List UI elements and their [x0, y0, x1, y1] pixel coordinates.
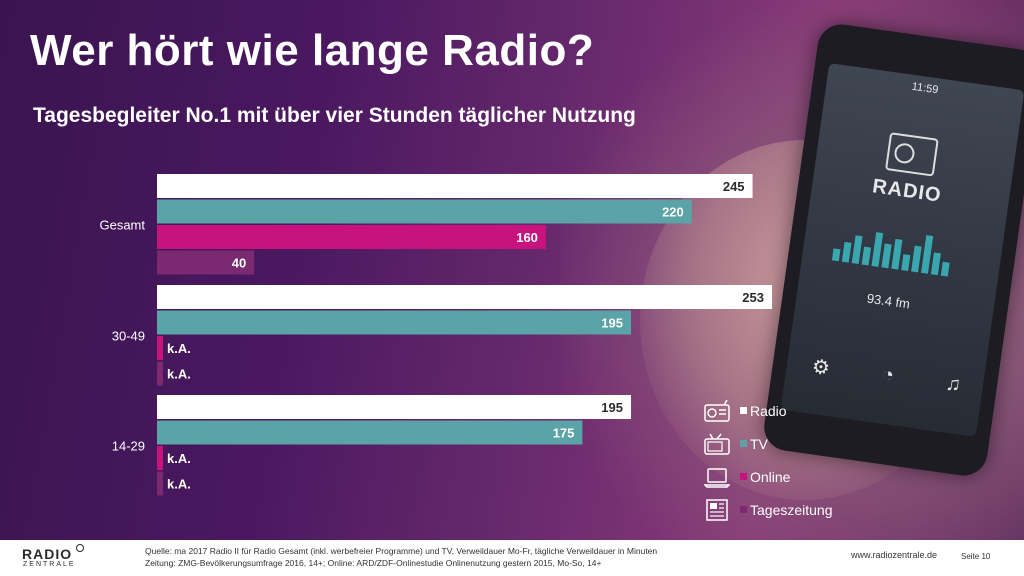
legend-item-online: Online [700, 464, 850, 497]
bar-tv [157, 199, 692, 224]
footer: RADIO ZENTRALE Quelle: ma 2017 Radio II … [0, 540, 1024, 576]
legend-swatch-tageszeitung [740, 506, 747, 513]
legend-label-tv: TV [750, 436, 768, 452]
page-title: Wer hört wie lange Radio? [30, 26, 595, 75]
category-label: 14-29 [112, 438, 145, 453]
bar-value-label: 160 [516, 230, 538, 245]
page-subtitle: Tagesbegleiter No.1 mit über vier Stunde… [33, 104, 636, 127]
bar-value-label: k.A. [167, 477, 191, 492]
legend-label-radio: Radio [750, 403, 787, 419]
bar-radio [157, 285, 772, 309]
category-label: 30-49 [112, 328, 145, 343]
logo-dot [76, 544, 84, 552]
bar-value-label: 253 [742, 290, 764, 305]
legend-item-radio: Radio [700, 398, 850, 431]
bar-value-label: 40 [232, 256, 246, 271]
bar-online [157, 336, 163, 360]
bar-tageszeitung [157, 361, 163, 386]
bar-tv [157, 420, 583, 445]
bar-value-label: 195 [601, 400, 623, 415]
bar-value-label: k.A. [167, 451, 191, 466]
logo-text-top: RADIO [22, 546, 73, 562]
bar-tageszeitung [157, 250, 255, 275]
bar-value-label: k.A. [167, 341, 191, 356]
legend-label-online: Online [750, 469, 791, 485]
category-label: Gesamt [99, 217, 145, 232]
website-link[interactable]: www.radiozentrale.de [851, 550, 938, 560]
bar-online [157, 446, 163, 470]
bar-value-label: k.A. [167, 367, 191, 382]
source-note: Quelle: ma 2017 Radio II für Radio Gesam… [145, 545, 657, 569]
legend-swatch-online [740, 473, 747, 480]
chart-legend: Radio TV Online Tageszeitung [700, 398, 850, 530]
bar-value-label: 245 [723, 179, 745, 194]
legend-item-tageszeitung: Tageszeitung [700, 497, 850, 530]
logo-text-bottom: ZENTRALE [23, 561, 76, 568]
radiozentrale-logo: RADIO ZENTRALE [22, 544, 84, 572]
legend-swatch-radio [740, 407, 747, 414]
bar-value-label: 175 [553, 426, 575, 441]
bar-value-label: 220 [662, 205, 684, 220]
bar-radio [157, 395, 632, 419]
radio-icon [704, 400, 730, 422]
bar-tageszeitung [157, 471, 163, 496]
laptop-icon [704, 468, 730, 488]
tv-icon [704, 433, 730, 455]
newspaper-icon [706, 499, 728, 521]
page-number: Seite 10 [961, 552, 991, 561]
legend-item-tv: TV [700, 431, 850, 464]
legend-label-tageszeitung: Tageszeitung [750, 502, 833, 518]
source-line-2: Zeitung: ZMG-Bevölkerungsumfrage 2016, 1… [145, 558, 602, 568]
bar-online [157, 225, 546, 249]
bar-value-label: 195 [601, 316, 623, 331]
bar-radio [157, 174, 753, 198]
legend-swatch-tv [740, 440, 747, 447]
bar-chart: Gesamt 245 220 160 40 30-49 253 195 k.A. k.A. 14-2… [99, 174, 772, 496]
bar-tv [157, 310, 632, 335]
source-line-1: Quelle: ma 2017 Radio II für Radio Gesam… [145, 546, 658, 556]
